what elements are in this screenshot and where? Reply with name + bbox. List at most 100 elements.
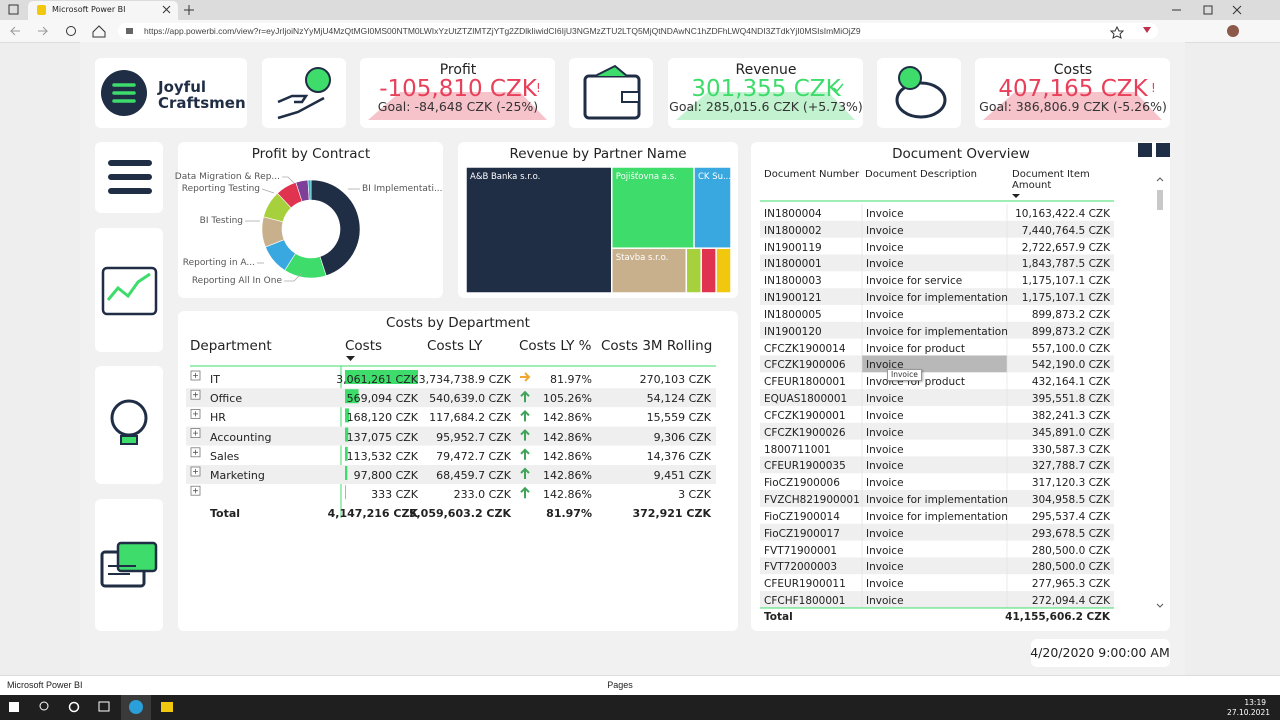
new-tab[interactable] [184, 5, 194, 15]
cell: 137,075 CZK [346, 430, 418, 444]
sort-arrow [346, 356, 355, 361]
treemap-cell [612, 167, 694, 248]
url: https://app.powerbi.com/view?r=eyJrIjoiN… [144, 26, 861, 36]
coin-icon [305, 67, 331, 93]
explorer[interactable] [161, 702, 173, 712]
cell: 899,873.2 CZK [1031, 325, 1110, 338]
search[interactable] [39, 701, 49, 711]
cell: Invoice [866, 409, 904, 422]
close-tab[interactable] [162, 5, 171, 14]
tooltip: Invoice [887, 369, 922, 381]
row-band [760, 220, 1114, 238]
nav-card[interactable] [95, 228, 163, 352]
cell: Invoice [866, 258, 904, 271]
cell: 97,800 CZK [353, 469, 418, 482]
menu-icon[interactable] [108, 160, 152, 194]
expand-plus [193, 430, 198, 436]
cell: 542,190.0 CZK [1031, 359, 1110, 372]
cell: 317,120.3 CZK [1031, 477, 1110, 490]
focus-icon[interactable] [1156, 143, 1170, 157]
cell: 142.86% [543, 430, 592, 444]
cell: CFEUR1900011 [764, 578, 846, 591]
cell: CFCHF1800001 [764, 595, 846, 608]
cell: 382,241.3 CZK [1031, 409, 1110, 422]
cortana[interactable] [68, 701, 80, 713]
cell: Office [210, 392, 243, 406]
cell: Accounting [210, 430, 272, 444]
trend-arrow [520, 390, 530, 403]
treemap-cell [694, 167, 731, 248]
cell: 295,537.4 CZK [1031, 510, 1110, 523]
data-bar [345, 427, 349, 442]
home[interactable] [92, 25, 106, 38]
cell: 9,306 CZK [653, 430, 711, 444]
cell: Invoice [866, 578, 904, 591]
cell: IN1800001 [764, 258, 822, 271]
treemap-cell [466, 167, 611, 293]
reload[interactable] [66, 26, 76, 36]
expand-plus [193, 373, 198, 378]
row-band [760, 254, 1114, 272]
treemap-cell [701, 248, 716, 293]
window-controls[interactable] [1172, 5, 1242, 15]
cell: IT [210, 373, 220, 386]
cell: IN1800003 [764, 275, 822, 288]
cell: 3,734,738.9 CZK [418, 373, 511, 386]
total-cell: Total [764, 611, 793, 623]
favorite[interactable] [1109, 25, 1125, 39]
address-bar[interactable] [118, 23, 1158, 39]
scroll-arrows[interactable] [1156, 177, 1164, 608]
lock [126, 28, 133, 34]
cell: Invoice [866, 595, 904, 608]
chat-icon-back [116, 541, 158, 573]
cell: 272,094.4 CZK [1031, 595, 1110, 608]
nav-card[interactable] [95, 366, 163, 484]
kpi-title: Profit [439, 62, 477, 78]
trend-arrow [520, 372, 531, 382]
cell: 277,965.3 CZK [1031, 578, 1110, 591]
cell: Invoice for product [866, 376, 966, 389]
cell: 9,451 CZK [653, 469, 711, 482]
cell: 345,891.0 CZK [1031, 426, 1110, 439]
nav-arrows[interactable] [9, 26, 49, 36]
cell: Invoice for implementation [866, 325, 1008, 338]
bulb-icon[interactable] [110, 399, 148, 437]
column-header: Document Item [1012, 169, 1090, 180]
cell: 395,551.8 CZK [1031, 393, 1110, 406]
kpi-check [833, 83, 844, 93]
cell: CFCZK1900001 [764, 409, 846, 422]
kpi-flag: ! [1151, 81, 1156, 95]
filter-icon[interactable] [1138, 143, 1152, 157]
kpi-goal: Goal: 386,806.9 CZK (-5.26%) [979, 99, 1167, 114]
status-bar [0, 675, 1280, 696]
ext[interactable] [1143, 27, 1151, 33]
kpi-title: Revenue [735, 62, 797, 78]
total-cell: 81.97% [546, 507, 592, 521]
treemap-label: A&B Banka s.r.o. [470, 172, 541, 182]
task-view[interactable] [98, 701, 110, 712]
status-pages: Pages [607, 680, 633, 690]
cell: CFEUR1800001 [764, 376, 846, 389]
scrollbar-thumb[interactable] [1157, 190, 1163, 210]
column-header: Costs 3M Rolling [601, 338, 713, 354]
chart-icon[interactable] [101, 266, 158, 316]
cell: IN1800005 [764, 308, 822, 321]
donut-label: Reporting in A... [182, 258, 255, 268]
row-band [760, 389, 1114, 406]
cell: 68,459.7 CZK [436, 469, 511, 482]
tab[interactable] [28, 1, 178, 20]
wallet-cash [594, 64, 628, 77]
kpi-band [983, 92, 1162, 120]
kpi-value: 407,165 CZK [998, 76, 1148, 102]
start[interactable] [9, 702, 19, 712]
cell: 1800711001 [764, 443, 831, 456]
treemap-label: Stavba s.r.o. [615, 253, 669, 264]
donut-label: BI Testing [199, 216, 243, 226]
avatar[interactable] [1227, 25, 1239, 37]
cell: Invoice for product [866, 342, 966, 355]
cell: 14,376 CZK [646, 449, 711, 463]
donut-label: Reporting Testing [181, 184, 260, 194]
cell: 1,843,787.5 CZK [1021, 258, 1110, 271]
